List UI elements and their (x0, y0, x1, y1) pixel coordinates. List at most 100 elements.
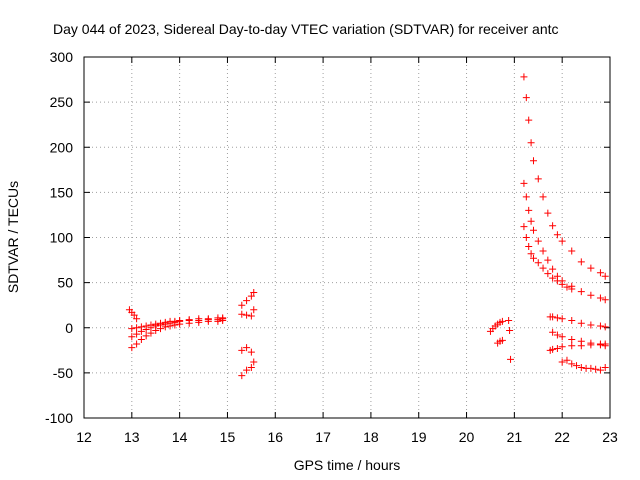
data-point (563, 283, 571, 291)
series-arc-21d (546, 313, 609, 331)
data-point (553, 345, 561, 353)
chart-title: Day 044 of 2023, Sidereal Day-to-day VTE… (53, 21, 559, 37)
y-tick-label: 250 (50, 94, 74, 110)
plot-frame (83, 56, 611, 419)
data-point (568, 247, 576, 255)
data-point (549, 274, 557, 282)
data-point (506, 326, 514, 334)
x-tick-label: 14 (172, 429, 188, 445)
y-tick-label: 0 (65, 320, 73, 336)
data-point (527, 250, 535, 258)
data-point (601, 363, 609, 371)
series-arc-20c (505, 317, 515, 363)
series-arc-15a (238, 289, 258, 309)
data-point (247, 292, 255, 300)
data-point (549, 313, 557, 321)
data-point (128, 325, 136, 333)
data-point (498, 317, 506, 325)
data-point (596, 269, 604, 277)
data-point (553, 231, 561, 239)
data-point (587, 291, 595, 299)
data-point (520, 223, 528, 231)
data-point (522, 234, 530, 241)
data-point (558, 358, 566, 366)
data-point (601, 296, 609, 304)
data-point (539, 193, 547, 201)
data-point (558, 315, 566, 323)
data-point (204, 317, 212, 325)
data-point (563, 356, 571, 364)
data-point (558, 280, 566, 288)
data-point (525, 116, 533, 124)
data-point (247, 312, 255, 320)
data-point (527, 139, 535, 147)
data-point (247, 363, 255, 371)
grid-layer (84, 57, 610, 418)
data-point (238, 346, 246, 354)
data-point (525, 206, 533, 214)
data-point (195, 318, 203, 326)
data-point (128, 333, 136, 341)
data-point (544, 209, 552, 217)
data-point (176, 320, 184, 328)
series-arc-21a (520, 73, 609, 280)
series-arc-21f (546, 340, 609, 354)
series-arc-13a (125, 306, 141, 323)
data-point (587, 341, 595, 349)
x-tick-label: 21 (507, 429, 523, 445)
data-point (247, 348, 255, 356)
x-tick-label: 16 (267, 429, 283, 445)
x-tick-label: 19 (411, 429, 427, 445)
data-point (558, 333, 566, 341)
data-point (568, 360, 576, 368)
data-point (238, 301, 246, 309)
data-point (553, 314, 561, 322)
x-tick-label: 15 (220, 429, 236, 445)
x-tick-label: 18 (363, 429, 379, 445)
x-axis-title: GPS time / hours (294, 457, 401, 473)
data-point (534, 175, 542, 183)
data-point (137, 327, 145, 335)
data-point (577, 363, 585, 371)
data-point (553, 277, 561, 285)
data-point (534, 237, 542, 245)
points-layer (125, 73, 609, 380)
x-tick-label: 23 (602, 429, 618, 445)
data-point (243, 366, 251, 374)
x-tick-label: 13 (124, 429, 140, 445)
data-point (596, 294, 604, 302)
data-point (133, 315, 141, 323)
data-point (166, 322, 174, 330)
data-point (601, 323, 609, 331)
y-tick-label: -50 (53, 365, 73, 381)
data-point (133, 340, 141, 348)
y-tick-label: 100 (50, 230, 74, 246)
data-point (250, 289, 258, 297)
data-point (243, 311, 251, 319)
data-point (539, 264, 547, 272)
data-point (142, 332, 150, 340)
data-point (133, 330, 141, 338)
data-point (130, 311, 138, 319)
data-point (529, 157, 537, 165)
series-arc-15b (238, 306, 258, 320)
data-point (525, 243, 533, 251)
data-point (157, 325, 165, 333)
x-tick-label: 22 (554, 429, 570, 445)
data-point (549, 328, 557, 336)
series-arc-13d (128, 317, 227, 352)
x-tick-label: 17 (315, 429, 331, 445)
data-point (539, 247, 547, 255)
data-point (577, 342, 585, 350)
data-point (549, 345, 557, 353)
data-point (558, 343, 566, 351)
data-point (171, 321, 179, 329)
data-point (544, 270, 552, 278)
data-point (549, 222, 557, 230)
data-point (587, 364, 595, 372)
data-point (133, 324, 141, 332)
data-point (577, 288, 585, 296)
y-tick-label: -100 (45, 410, 73, 426)
data-point (142, 326, 150, 334)
